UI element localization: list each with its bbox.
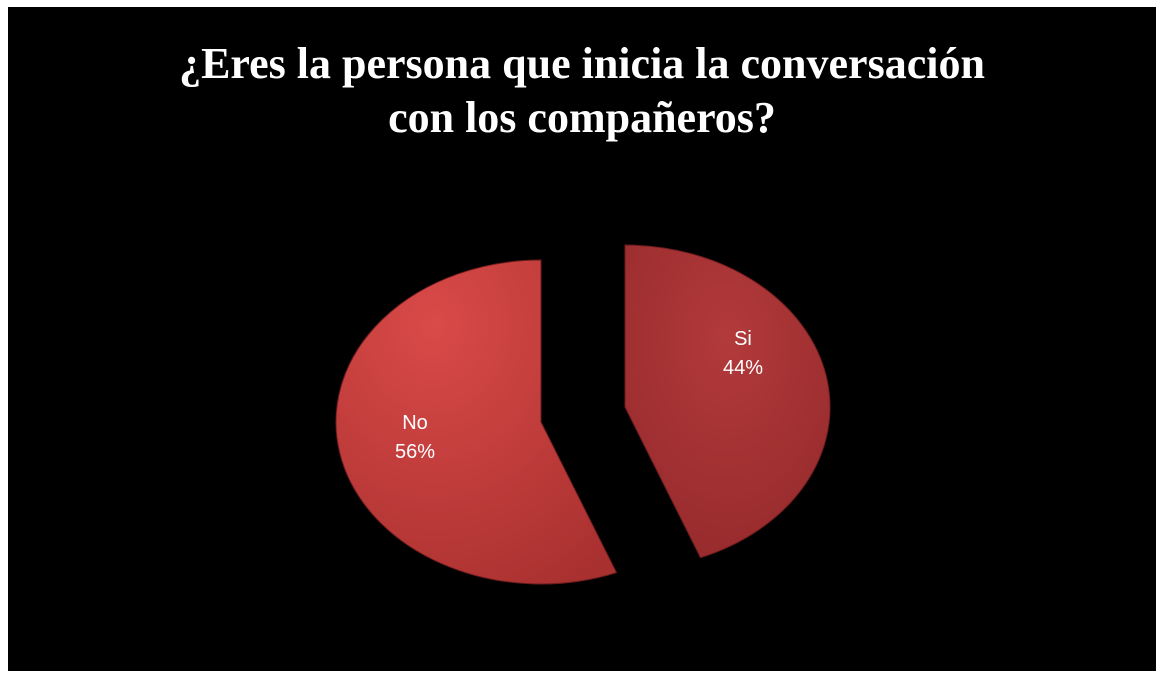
slice-percent-si: 44% [723, 357, 763, 379]
chart-title-line-2: con los compañeros? [388, 93, 776, 142]
slice-label-no: No [402, 412, 428, 434]
chart-title-line-1: ¿Eres la persona que inicia la conversac… [179, 39, 985, 88]
chart-title: ¿Eres la persona que inicia la conversac… [8, 37, 1156, 145]
pie-chart: Si 44% No 56% [335, 244, 831, 585]
slice-percent-no: 56% [395, 441, 435, 463]
pie-slice-si [624, 244, 831, 559]
slide: ¿Eres la persona que inicia la conversac… [8, 7, 1156, 671]
pie-slice-no [335, 259, 618, 585]
slice-label-si: Si [734, 328, 752, 350]
